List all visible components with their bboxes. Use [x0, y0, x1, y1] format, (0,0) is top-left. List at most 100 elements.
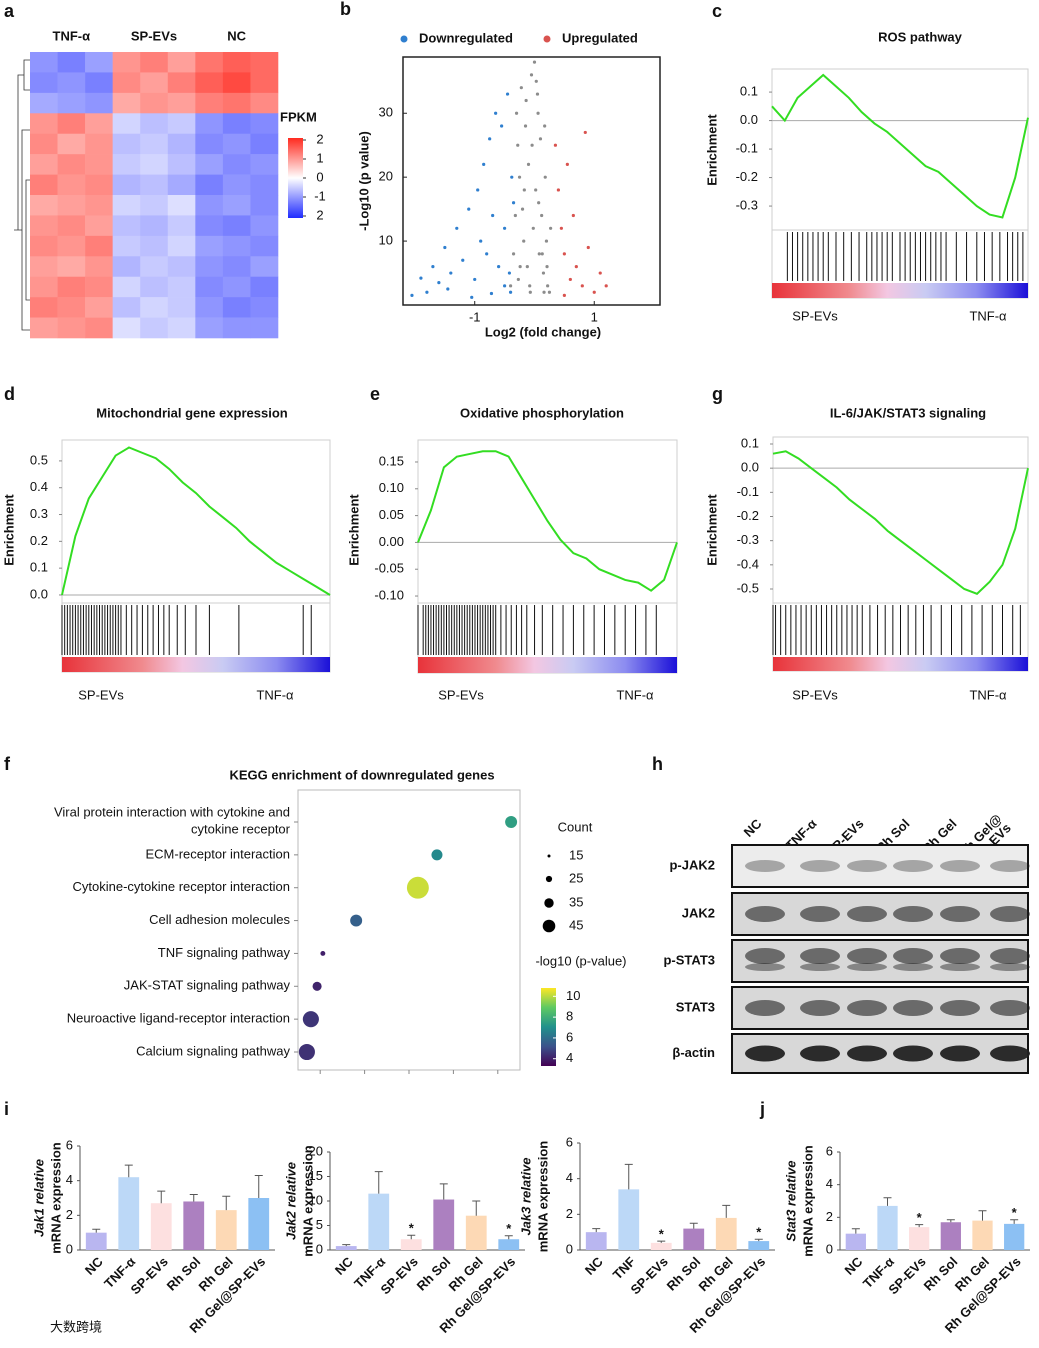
heatmap-cell	[195, 133, 224, 155]
bar	[400, 1239, 422, 1250]
heatmap-cell	[85, 72, 113, 94]
heatmap-cell	[85, 317, 113, 339]
heatmap-cell	[250, 154, 279, 175]
y-tick-label: 0	[66, 1241, 73, 1256]
point	[511, 252, 516, 256]
bar	[368, 1193, 390, 1250]
band	[745, 860, 785, 872]
band	[745, 963, 785, 971]
heatmap-cell	[57, 276, 86, 298]
left-label: SP-EVs	[792, 687, 838, 702]
rank-bar	[772, 283, 1028, 298]
dot	[312, 981, 322, 991]
category-label: TNF signaling pathway	[158, 945, 291, 960]
heatmap-cell	[195, 92, 224, 114]
point	[488, 137, 492, 141]
error-bar	[754, 1238, 763, 1242]
band	[940, 860, 980, 872]
x-tick-label: Rh Sol	[664, 1254, 704, 1294]
point	[485, 252, 489, 256]
error-bar	[1010, 1219, 1019, 1224]
y-tick-label: 2	[66, 1207, 73, 1222]
heatmap-cell	[85, 133, 113, 155]
bar	[335, 1246, 357, 1250]
colorbar-tick-label: 10	[566, 988, 580, 1003]
bar	[118, 1177, 140, 1250]
y-tick-label: 30	[379, 105, 393, 120]
error-bar	[915, 1224, 924, 1228]
point	[598, 271, 602, 275]
point	[580, 284, 584, 288]
point	[508, 290, 513, 294]
heatmap-cell	[57, 92, 86, 114]
heatmap-cell	[112, 297, 141, 318]
heatmap-cell	[85, 215, 113, 237]
heatmap-cell	[195, 195, 224, 216]
point	[574, 265, 578, 269]
x-tick-label: TNF	[610, 1254, 639, 1283]
category-label: JAK-STAT signaling pathway	[124, 978, 291, 993]
heatmap-cell	[30, 174, 58, 196]
chart-title: ROS pathway	[878, 29, 963, 44]
heatmap-cell	[222, 317, 251, 339]
heatmap-cell	[195, 215, 224, 237]
y-tick-label: 0.2	[30, 533, 48, 548]
error-bar	[439, 1183, 448, 1200]
point	[532, 60, 537, 64]
right-label: TNF-α	[969, 308, 1007, 323]
heatmap-cell	[30, 133, 58, 155]
y-tick-label: 0	[826, 1241, 833, 1256]
panel-letter: d	[4, 384, 15, 404]
error-bar	[222, 1195, 231, 1211]
y-tick-label: -0.10	[374, 587, 404, 602]
colorbar-tick-label: 8	[566, 1009, 573, 1024]
y-tick-label: 0.1	[741, 435, 759, 450]
y-tick-label: -0.3	[736, 198, 758, 213]
point	[470, 295, 474, 299]
y-axis-label: Jak1 relative	[31, 1159, 46, 1237]
column-label: NC	[227, 28, 246, 43]
heatmap-cell	[167, 133, 196, 155]
band	[800, 906, 840, 922]
point	[525, 265, 529, 269]
heatmap-cell	[167, 317, 196, 339]
dot	[350, 914, 363, 927]
y-axis-label: mRNA expression	[48, 1142, 63, 1254]
colorbar-tick-label: 6	[566, 1029, 573, 1044]
left-label: SP-EVs	[78, 687, 124, 702]
point	[503, 284, 507, 288]
point	[497, 265, 501, 269]
color-legend-title: -log10 (p-value)	[535, 953, 626, 968]
colorbar-tick-label: 2	[316, 207, 323, 222]
size-legend-label: 45	[569, 917, 583, 932]
heatmap-cell	[250, 195, 279, 216]
point	[508, 284, 513, 288]
point	[540, 252, 544, 256]
band	[800, 1000, 840, 1016]
point	[520, 207, 525, 211]
point	[524, 98, 528, 103]
bar	[972, 1220, 993, 1250]
band	[940, 948, 980, 964]
heatmap-cell	[57, 52, 86, 73]
rank-bar	[62, 657, 330, 672]
point	[540, 213, 544, 218]
y-tick-label: 0.0	[740, 112, 758, 127]
colorbar	[288, 138, 303, 218]
heatmap-cell	[57, 72, 86, 94]
heatmap-cell	[222, 235, 251, 257]
point	[538, 137, 543, 141]
point	[513, 213, 517, 218]
plot-frame	[297, 789, 521, 1071]
heatmap-cell	[57, 297, 86, 318]
size-legend-label: 25	[569, 870, 583, 885]
heatmap-cell	[167, 276, 196, 298]
x-tick-label: Rh Sol	[414, 1254, 454, 1294]
bar	[715, 1217, 737, 1250]
band	[800, 1045, 840, 1062]
x-axis-label: Log2 (fold change)	[485, 324, 601, 339]
heatmap-cell	[250, 256, 279, 278]
row-label: β-actin	[672, 1045, 715, 1060]
dot	[320, 950, 326, 956]
point	[546, 284, 550, 288]
